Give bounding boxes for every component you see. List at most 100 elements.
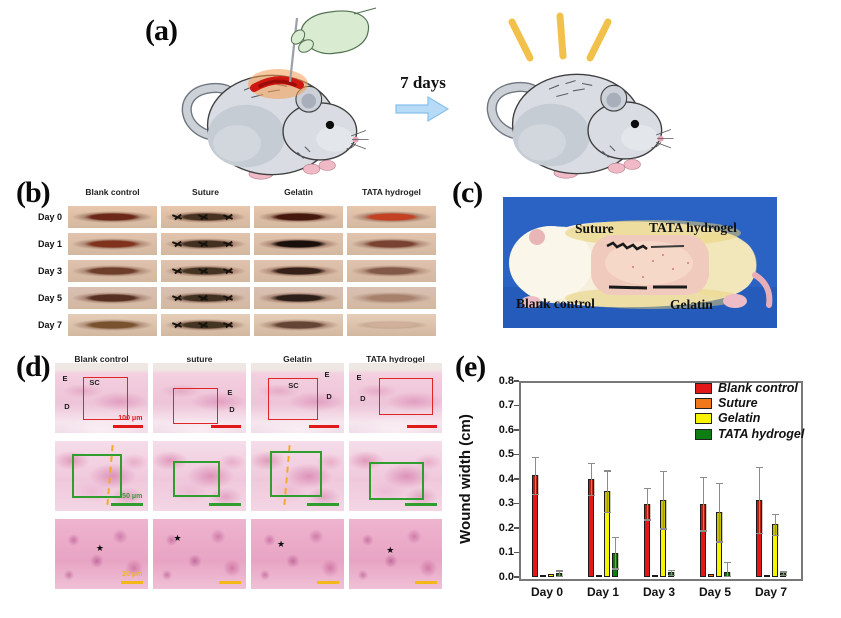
error-bar-cap xyxy=(611,536,619,538)
wound-photo xyxy=(347,206,436,228)
wound-photo xyxy=(347,233,436,255)
y-tick-mark xyxy=(514,551,519,554)
y-tick-label: 0.1 xyxy=(498,546,514,558)
panel-e-label: (e) xyxy=(455,350,486,383)
tata-hydrogel-wound xyxy=(650,245,685,248)
histology-image: E SC D 100 μm xyxy=(55,363,148,433)
bar xyxy=(652,574,658,577)
scalpel-icon xyxy=(288,17,299,83)
y-tick-mark xyxy=(514,478,519,480)
scale-bar-text: 20 μm xyxy=(122,570,143,578)
wound-photo xyxy=(68,206,157,228)
suture-stitch-mark xyxy=(172,293,182,303)
histology-image xyxy=(251,441,344,511)
y-tick-label: 0.4 xyxy=(498,472,514,485)
y-tick-label: 0.8 xyxy=(498,374,514,387)
error-bar-cap xyxy=(779,575,787,577)
error-bar-line xyxy=(774,514,776,535)
histology-column-header: suture xyxy=(186,354,213,364)
y-tick-label: 0.3 xyxy=(498,497,514,509)
error-bar-cap xyxy=(723,562,731,564)
error-shade xyxy=(532,475,539,494)
wound-column-header: Suture xyxy=(192,187,219,197)
error-bar-cap xyxy=(667,574,675,576)
wound-photo xyxy=(347,260,436,282)
error-bar-cap xyxy=(555,570,563,572)
bar xyxy=(596,574,602,577)
error-bar-line xyxy=(758,466,760,533)
annotation-box xyxy=(378,378,433,416)
x-tick-label: Day 5 xyxy=(698,585,732,599)
histology-image: 50 μm xyxy=(55,441,148,511)
tissue-layer-label: D xyxy=(64,402,70,412)
annotation-box xyxy=(269,450,322,497)
wound-photo xyxy=(161,314,250,336)
error-bar-line xyxy=(670,569,672,575)
annotation-box xyxy=(369,462,424,500)
panel-e-chart: (e) Wound width (cm) 0.0 0.1 0.2 0.3 0.4 0.5 0… xyxy=(452,350,841,612)
scale-bar xyxy=(111,502,144,507)
suture-stitch-mark xyxy=(198,293,208,303)
error-bar-cap xyxy=(715,541,723,543)
tissue-layer-label: D xyxy=(360,393,366,403)
x-tick-label: Day 1 xyxy=(586,585,620,599)
histology-column-header: Blank control xyxy=(74,354,129,364)
histology-image: ★ 20 μm xyxy=(55,519,148,589)
error-bar-cap xyxy=(699,476,707,478)
wound-streak xyxy=(347,314,436,336)
wound-photo-grid: Blank control Suture Gelatin TATA hydrogel D… xyxy=(14,176,450,344)
histology-image: ★ xyxy=(251,519,344,589)
error-bar-line xyxy=(726,562,728,577)
scale-bar xyxy=(309,424,340,429)
histology-column-header: TATA hydrogel xyxy=(366,354,425,364)
label-blank-control: Blank control xyxy=(516,296,595,311)
wound-photo xyxy=(254,233,343,255)
wound-row-label: Day 3 xyxy=(37,266,62,276)
star-marker: ★ xyxy=(277,539,286,549)
error-bar-line xyxy=(646,487,648,520)
error-shade xyxy=(724,572,731,577)
error-bar-line xyxy=(782,571,784,576)
scale-bar-text: 50 μm xyxy=(122,492,143,500)
error-bar-cap xyxy=(659,528,667,530)
panel-d-label: (d) xyxy=(16,350,51,383)
scale-bar-text: 100 μm xyxy=(118,414,143,422)
y-tick-label: 0.5 xyxy=(498,448,514,460)
wound-photo xyxy=(68,260,157,282)
y-tick-mark xyxy=(514,576,519,578)
wound-photo xyxy=(68,314,157,336)
wound-photo xyxy=(254,260,343,282)
label-suture: Suture xyxy=(575,221,614,236)
error-bar-cap xyxy=(699,530,707,532)
wound-streak xyxy=(68,206,157,228)
wound-streak xyxy=(254,260,343,282)
annotation-box xyxy=(82,377,128,420)
error-bar-cap xyxy=(643,519,651,521)
suture-stitch-mark xyxy=(223,239,233,249)
error-bar-line xyxy=(614,536,616,569)
histology-column-header: Gelatin xyxy=(283,354,312,364)
tissue-layer-label: E xyxy=(62,374,68,384)
suture-stitch-mark xyxy=(198,239,208,249)
wound-column-header: Gelatin xyxy=(284,187,313,197)
star-marker: ★ xyxy=(173,533,182,544)
wound-photo xyxy=(161,233,250,255)
error-shade xyxy=(780,573,787,576)
scale-bar xyxy=(219,580,242,585)
bar xyxy=(548,574,554,577)
wound-photo xyxy=(254,314,343,336)
error-bar-cap xyxy=(611,568,619,570)
suture-stitch-mark xyxy=(223,266,233,276)
x-tick-label: Day 0 xyxy=(530,585,564,599)
annotation-box xyxy=(267,378,319,420)
error-bar-line xyxy=(534,456,536,494)
error-bar-cap xyxy=(755,466,763,468)
wound-photo xyxy=(68,287,157,309)
wound-photo xyxy=(68,233,157,255)
tissue-layer-label: D xyxy=(229,405,235,414)
suture-stitch-mark xyxy=(223,320,233,330)
y-tick-label: 0.7 xyxy=(498,399,514,411)
star-marker: ★ xyxy=(95,543,104,554)
